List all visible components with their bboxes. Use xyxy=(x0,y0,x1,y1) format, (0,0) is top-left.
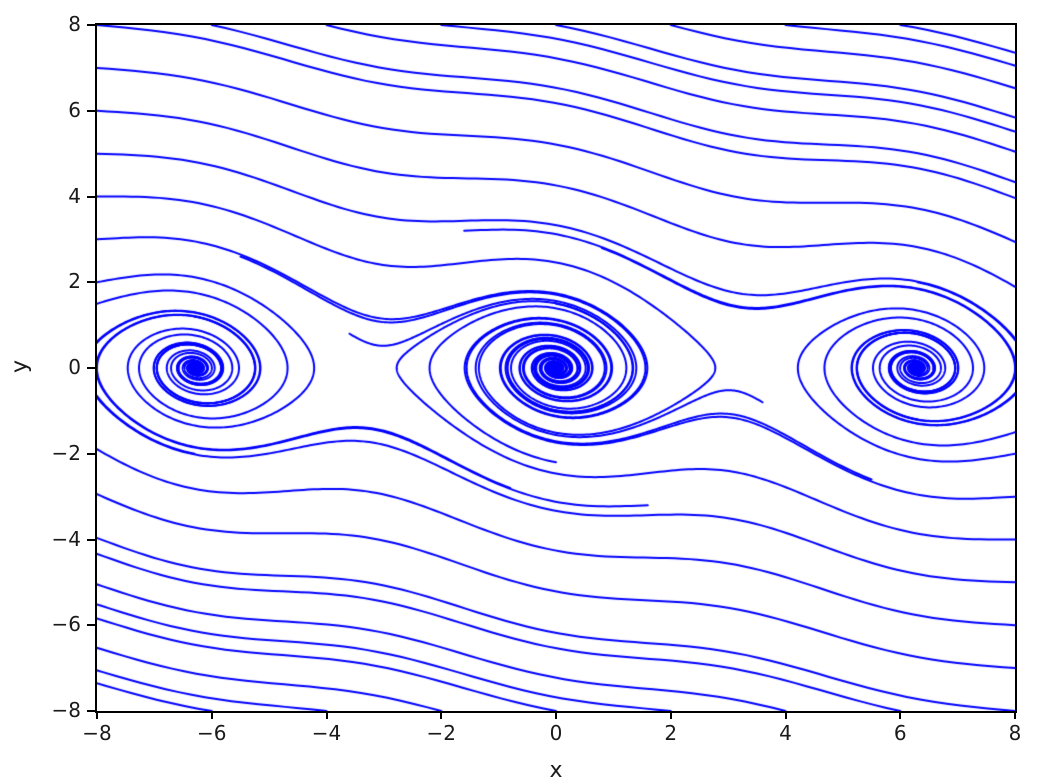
y-tick-mark xyxy=(87,710,95,712)
x-tick-mark xyxy=(784,711,787,719)
x-tick-label: −2 xyxy=(426,721,456,745)
y-tick-mark xyxy=(87,195,95,198)
y-tick-mark xyxy=(87,538,95,541)
x-tick-label: 8 xyxy=(1008,721,1022,745)
y-axis-label: y xyxy=(7,359,33,374)
y-tick-label: 4 xyxy=(68,183,81,208)
x-tick-mark xyxy=(899,711,902,719)
x-tick-mark xyxy=(440,711,443,719)
y-tick-mark xyxy=(87,109,95,112)
x-axis-label: x xyxy=(549,758,563,780)
y-tick-label: −6 xyxy=(51,612,81,637)
y-tick-label: 0 xyxy=(68,355,81,379)
y-tick-label: −8 xyxy=(51,698,81,722)
x-tick-mark xyxy=(1014,711,1016,719)
x-tick-mark xyxy=(555,711,557,719)
x-tick-mark xyxy=(325,711,328,719)
y-tick-label: −2 xyxy=(51,440,81,465)
plot-area xyxy=(95,23,1017,713)
x-tick-label: −4 xyxy=(311,721,342,745)
x-tick-mark xyxy=(96,711,98,719)
y-tick-label: 8 xyxy=(68,12,81,36)
y-tick-label: 2 xyxy=(68,269,81,294)
y-tick-mark xyxy=(87,24,95,26)
x-tick-label: 0 xyxy=(549,721,563,745)
x-tick-label: −6 xyxy=(197,721,227,745)
y-tick-mark xyxy=(87,281,95,284)
y-tick-label: 6 xyxy=(68,97,81,122)
x-tick-label: 6 xyxy=(893,721,907,745)
y-tick-mark xyxy=(87,452,95,455)
y-tick-mark xyxy=(87,367,95,369)
x-tick-mark xyxy=(210,711,213,719)
trajectories-canvas xyxy=(97,25,1015,711)
x-tick-label: −8 xyxy=(82,721,112,745)
y-tick-mark xyxy=(87,624,95,627)
y-tick-label: −4 xyxy=(51,526,81,551)
x-tick-label: 4 xyxy=(779,721,792,745)
x-tick-label: 2 xyxy=(664,721,678,745)
x-tick-mark xyxy=(669,711,672,719)
